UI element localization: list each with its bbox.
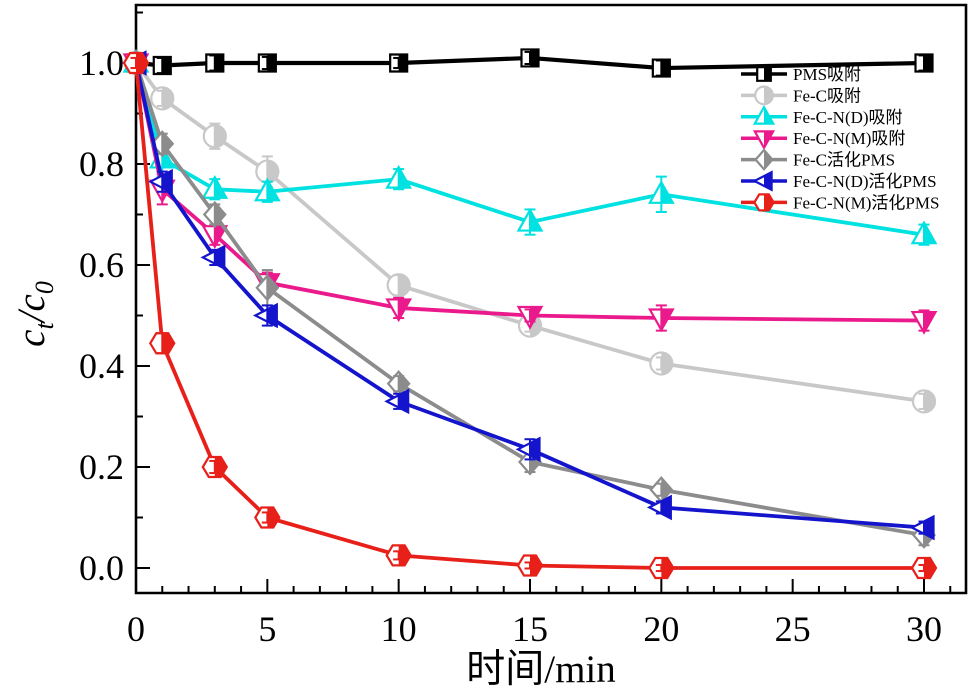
series-line-fe-c-n-d-activated-pms: [134, 62, 925, 530]
legend-label: PMS吸附: [793, 65, 861, 84]
legend-label: Fe-C活化PMS: [793, 151, 895, 170]
x-tick-label: 10: [381, 609, 417, 649]
legend-label: Fe-C-N(D)活化PMS: [793, 172, 937, 191]
y-tick-label: 0.2: [79, 447, 124, 487]
data-point: [386, 273, 411, 298]
data-point: [648, 556, 675, 580]
legend-item-fe-c-n-d-activated-pms: Fe-C-N(D)活化PMS: [741, 170, 937, 192]
x-tick-label: 30: [906, 609, 942, 649]
data-point: [152, 55, 172, 76]
legend-item-fe-c-n-m-activated-pms: Fe-C-N(M)活化PMS: [741, 193, 939, 212]
legend-item-fe-c-n-m-adsorption: Fe-C-N(M)吸附: [741, 129, 905, 151]
legend-item-fe-c-activated-pms: Fe-C活化PMS: [741, 148, 895, 171]
data-point: [389, 53, 409, 73]
legend-item-fe-c-n-d-adsorption: Fe-C-N(D)吸附: [741, 104, 903, 127]
legend-item-fe-c-adsorption: Fe-C吸附: [741, 85, 861, 105]
data-point: [255, 269, 280, 307]
data-point: [122, 51, 150, 75]
data-point: [385, 544, 412, 567]
data-point: [385, 164, 413, 191]
data-point: [520, 48, 540, 68]
y-tick-label: 1.0: [79, 43, 124, 83]
series-line-fe-c-n-m-activated-pms: [134, 62, 924, 570]
x-tick-label: 25: [775, 609, 811, 649]
series-fe-c-n-d-adsorption: [122, 48, 938, 246]
legend-label: Fe-C-N(M)吸附: [793, 129, 905, 148]
data-point: [254, 506, 281, 529]
series-layer: [121, 48, 938, 580]
data-point: [910, 220, 938, 246]
axes: 0 5 10 15 20 25 30 0.0 0.2 0.4 0.6 0.8 1.0: [79, 3, 968, 649]
data-point: [914, 53, 934, 73]
data-point: [647, 304, 675, 333]
legend-label: Fe-C-N(M)活化PMS: [793, 193, 939, 212]
legend-label: Fe-C-N(D)吸附: [793, 108, 903, 127]
x-tick-label: 0: [127, 609, 145, 649]
data-point: [150, 86, 175, 111]
data-point: [385, 296, 413, 323]
series-line-fe-c-activated-pms: [134, 62, 925, 538]
legend: PMS吸附 Fe-C吸附 Fe-C-N(D)吸附 Fe-C-N(M)吸附 Fe-C活化P…: [741, 65, 939, 212]
y-tick-label: 0.6: [79, 245, 124, 285]
y-axis: 0.0 0.2 0.4 0.6 0.8 1.0: [79, 11, 150, 588]
data-point: [910, 309, 938, 335]
data-point: [649, 351, 674, 376]
data-point: [386, 370, 411, 398]
data-point: [516, 554, 544, 577]
data-point: [253, 177, 281, 203]
x-tick-label: 20: [643, 609, 679, 649]
data-point: [201, 175, 229, 201]
legend-label: Fe-C吸附: [793, 86, 861, 105]
data-point: [205, 53, 225, 73]
y-axis-title-text: ct​/c0​: [10, 281, 59, 347]
x-tick-label: 5: [258, 609, 276, 649]
data-point: [647, 175, 675, 213]
data-point: [651, 58, 671, 78]
data-point: [252, 302, 278, 329]
data-point: [201, 455, 229, 479]
data-point: [911, 389, 937, 414]
y-axis-title: ct​/c0​: [10, 281, 59, 347]
y-tick-label: 0.4: [79, 346, 124, 386]
data-point: [202, 200, 227, 229]
data-point: [384, 388, 410, 415]
series-fe-c-n-m-activated-pms: [122, 51, 938, 580]
data-point: [516, 305, 544, 330]
x-axis: 0 5 10 15 20 25 30: [127, 579, 952, 649]
y-tick-label: 0.0: [79, 548, 124, 588]
data-point: [909, 514, 935, 541]
plot-border: [134, 3, 968, 595]
data-point: [202, 122, 227, 150]
x-axis-title: 时间/min: [466, 648, 616, 691]
data-point: [516, 207, 544, 236]
data-point: [200, 244, 226, 271]
data-point: [257, 53, 277, 73]
x-tick-label: 15: [512, 609, 548, 649]
data-point: [910, 556, 938, 580]
legend-item-pms-adsorption: PMS吸附: [741, 65, 861, 84]
data-point: [515, 436, 541, 463]
y-tick-label: 0.8: [79, 144, 124, 184]
data-point: [147, 168, 173, 195]
data-point: [148, 332, 176, 355]
data-point: [646, 494, 672, 521]
